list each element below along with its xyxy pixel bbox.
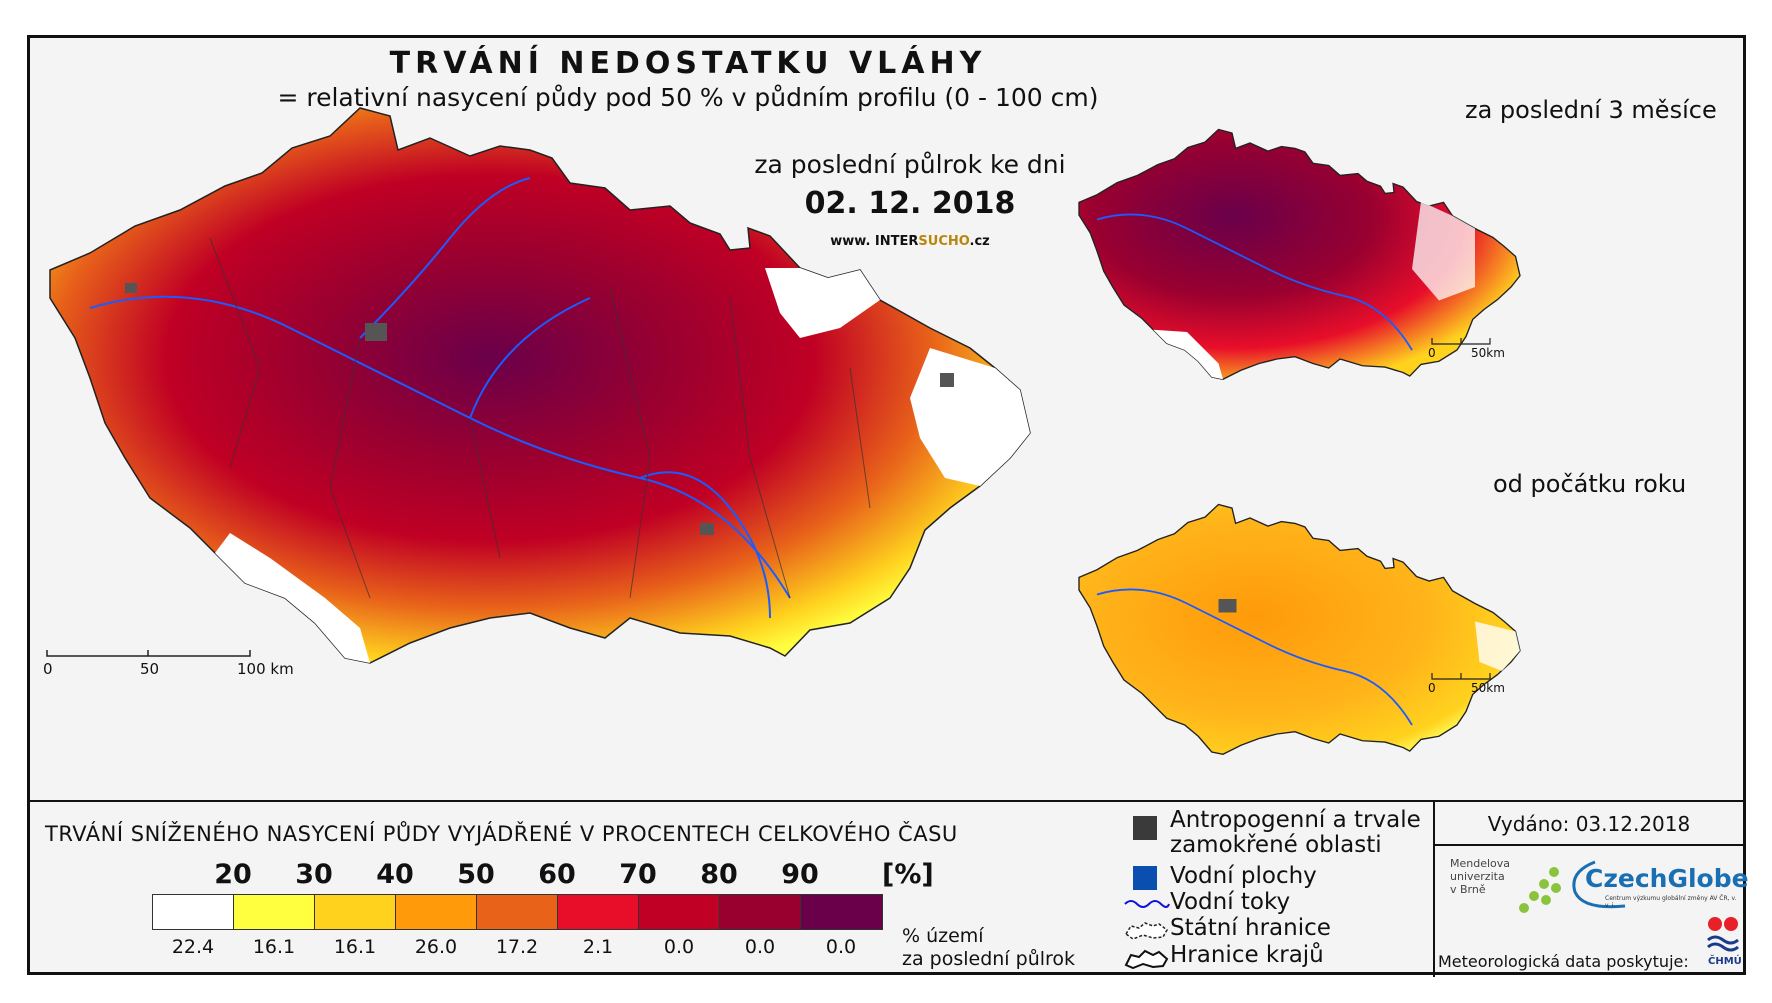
legend-colorbar [152, 894, 883, 930]
legend-percent: 2.1 [582, 936, 614, 958]
czechglobe-swoosh-icon [1572, 860, 1626, 909]
main-map-territory [49, 107, 1031, 664]
legend-swatch [153, 895, 234, 929]
legend-tick: 40 [376, 859, 414, 890]
anthropogenic-key-label: Antropogenní a trvale zamokřené oblasti [1170, 807, 1421, 858]
inset-3m-scale-0: 0 [1428, 346, 1436, 360]
legend-percent: 17.2 [495, 936, 539, 958]
main-map [49, 107, 1031, 664]
inset-year-scale-bar [1431, 673, 1491, 680]
inset-year-scale-0: 0 [1428, 681, 1436, 695]
meteo-data-credit: Meteorologická data poskytuje: [1438, 952, 1689, 971]
legend-swatch [315, 895, 396, 929]
anthropogenic-area-west [125, 283, 137, 293]
legend-band: TRVÁNÍ SNÍŽENÉHO NASYCENÍ PŮDY VYJÁDŘENÉ… [30, 800, 1749, 977]
main-map-rivers [89, 177, 791, 619]
legend-percent-label: % území za poslední půlrok [902, 925, 1076, 970]
period-label: za poslední půlrok ke dni [754, 150, 1066, 179]
legend-swatch [639, 895, 720, 929]
map-subtitle: = relativní nasycení půdy pod 50 % v půd… [277, 83, 1099, 112]
mendel-university-logo: Mendelova univerzita v Brně [1450, 857, 1511, 896]
legend-percent: 0.0 [744, 936, 776, 958]
state-border-key-icon [1124, 922, 1168, 940]
chmu-logo-icon [1707, 917, 1739, 952]
legend-swatch [801, 895, 882, 929]
inset-year-scale-50: 50km [1471, 681, 1505, 695]
regional-border-key-icon [1124, 949, 1169, 969]
footer-divider [1435, 844, 1743, 846]
watercourse-key-label: Vodní toky [1170, 889, 1291, 915]
legend-percent: 16.1 [333, 936, 377, 958]
legend-tick: 70 [619, 859, 657, 890]
legend-swatch [234, 895, 315, 929]
anthropogenic-area-ostrava [940, 373, 954, 387]
chmu-logo-text: ČHMÚ [1708, 956, 1742, 967]
inset-title-year: od počátku roku [1493, 470, 1687, 498]
legend-swatch [396, 895, 477, 929]
inset-3m-scale-bar [1431, 338, 1491, 345]
state-border-key-label: Státní hranice [1170, 915, 1331, 941]
website-link[interactable]: www. INTERSUCHO.cz [830, 234, 990, 249]
legend-percent: 0.0 [825, 936, 857, 958]
legend-percent: 0.0 [663, 936, 695, 958]
main-map-white-north [765, 268, 880, 338]
legend-tick: 90 [781, 859, 819, 890]
legend-swatch [720, 895, 801, 929]
maps-layer [46, 107, 1521, 755]
anthropogenic-area-brno [700, 523, 714, 535]
legend-tick: 50 [457, 859, 495, 890]
water-body-key-label: Vodní plochy [1170, 863, 1317, 889]
inset-3m-scale-50: 50km [1471, 346, 1505, 360]
legend-tick: 80 [700, 859, 738, 890]
main-scale-50: 50 [140, 660, 160, 678]
water-body-key-icon [1133, 866, 1157, 890]
anthropogenic-area-prague [365, 323, 387, 341]
legend-tick: 30 [295, 859, 333, 890]
legend-tick: 60 [538, 859, 576, 890]
issued-date: Vydáno: 03.12.2018 [1487, 812, 1691, 836]
legend-percent: 26.0 [414, 936, 458, 958]
map-title: TRVÁNÍ NEDOSTATKU VLÁHY [389, 46, 987, 81]
legend-tick: 20 [214, 859, 252, 890]
main-map-regional-borders [209, 237, 871, 599]
regional-border-key-label: Hranice krajů [1170, 942, 1324, 968]
main-scale-0: 0 [43, 660, 53, 678]
main-scale-bar [46, 650, 251, 657]
legend-title: TRVÁNÍ SNÍŽENÉHO NASYCENÍ PŮDY VYJÁDŘENÉ… [45, 822, 958, 846]
inset-map-year [1078, 503, 1521, 755]
legend-percent: 16.1 [252, 936, 296, 958]
legend-unit: [%] [882, 859, 934, 890]
legend-swatch [477, 895, 558, 929]
watercourse-key-icon [1124, 900, 1170, 908]
footer-separator [1433, 802, 1435, 977]
mendel-dots-icon [1519, 867, 1561, 913]
main-scale-100: 100 km [237, 660, 294, 678]
anthropogenic-key-icon [1133, 816, 1157, 840]
inset-title-3-months: za poslední 3 měsíce [1465, 96, 1717, 124]
map-date: 02. 12. 2018 [804, 186, 1016, 221]
czechglobe-subtitle: Centrum výzkumu globální změny AV ČR, v.… [1605, 895, 1737, 909]
legend-percent: 22.4 [171, 936, 215, 958]
czechglobe-logo: CzechGlobe [1585, 864, 1749, 893]
map-frame: TRVÁNÍ NEDOSTATKU VLÁHY = relativní nasy… [27, 35, 1749, 977]
legend-swatch [558, 895, 639, 929]
main-map-white-southwest [215, 533, 370, 663]
inset-map-3-months [1078, 128, 1521, 380]
